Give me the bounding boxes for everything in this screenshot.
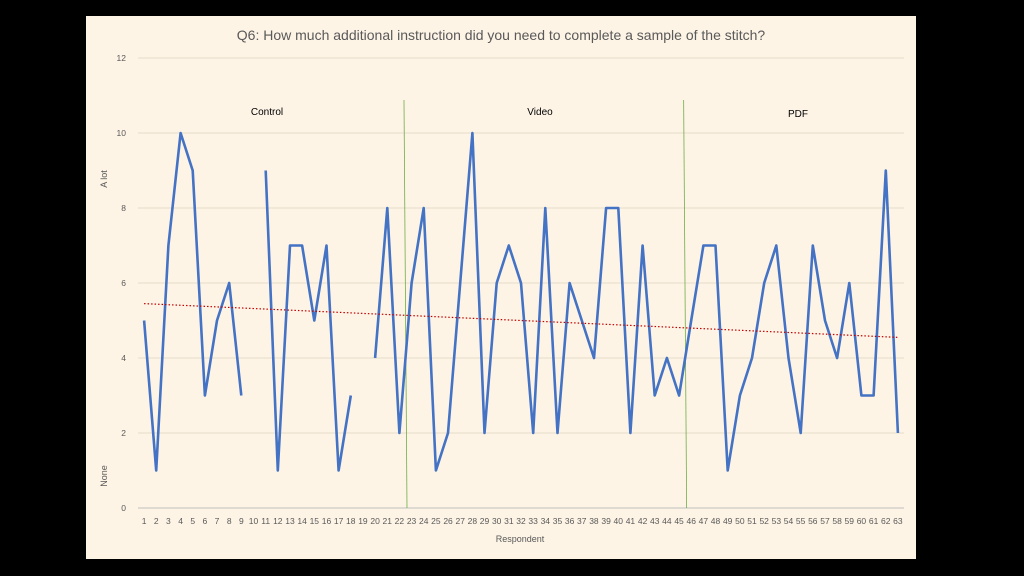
- gridlines: [138, 57, 904, 509]
- x-tick-label: 57: [820, 516, 830, 526]
- x-tick-labels: 1 2 3 4 5 6 7 8 9 10 11 12 13 14 15 16 17 18 19 20 21 22 23 24 2…: [142, 516, 903, 526]
- x-tick-label: 28: [468, 516, 478, 526]
- x-tick-label: 46: [686, 516, 696, 526]
- x-tick-label: 20: [370, 516, 380, 526]
- series-line: [142, 131, 243, 472]
- x-tick-label: 11: [261, 516, 270, 526]
- y-axis-label-top: A lot: [99, 170, 109, 188]
- x-tick-label: 55: [796, 516, 806, 526]
- group-dividers: [403, 99, 688, 509]
- x-tick-label: 32: [516, 516, 526, 526]
- series-line: [373, 131, 900, 472]
- x-tick-label: 13: [285, 516, 295, 526]
- x-tick-label: 37: [577, 516, 587, 526]
- x-tick-label: 18: [346, 516, 356, 526]
- x-tick-label: 53: [772, 516, 782, 526]
- y-axis-label-bottom: None: [99, 465, 109, 487]
- x-tick-label: 48: [711, 516, 721, 526]
- y-tick-label: 12: [117, 53, 127, 63]
- x-tick-label: 54: [784, 516, 794, 526]
- x-tick-label: 10: [249, 516, 259, 526]
- x-tick-label: 25: [431, 516, 441, 526]
- x-tick-label: 2: [154, 516, 159, 526]
- x-tick-label: 29: [480, 516, 490, 526]
- x-tick-label: 14: [297, 516, 307, 526]
- x-tick-label: 51: [747, 516, 757, 526]
- y-tick-label: 6: [121, 278, 126, 288]
- y-tick-label: 4: [121, 353, 126, 363]
- x-tick-label: 39: [601, 516, 611, 526]
- x-tick-label: 40: [614, 516, 624, 526]
- x-tick-label: 42: [638, 516, 648, 526]
- x-tick-label: 1: [142, 516, 147, 526]
- x-tick-label: 3: [166, 516, 171, 526]
- x-tick-label: 16: [322, 516, 332, 526]
- y-tick-label: 0: [121, 503, 126, 513]
- y-tick-labels: 0 2 4 6 8 10 12: [117, 53, 127, 513]
- x-tick-label: 35: [553, 516, 563, 526]
- x-tick-label: 9: [239, 516, 244, 526]
- x-tick-label: 58: [832, 516, 842, 526]
- x-tick-label: 19: [358, 516, 368, 526]
- series-lines: [142, 131, 900, 472]
- x-tick-label: 33: [528, 516, 538, 526]
- x-tick-label: 63: [893, 516, 903, 526]
- x-tick-label: 22: [395, 516, 405, 526]
- x-tick-label: 47: [699, 516, 709, 526]
- region-label-pdf: PDF: [788, 109, 808, 120]
- x-tick-label: 31: [504, 516, 514, 526]
- x-tick-label: 26: [443, 516, 453, 526]
- group-divider: [403, 99, 408, 509]
- x-tick-label: 7: [215, 516, 220, 526]
- chart-panel: 0 2 4 6 8 10 12 1 2 3 4 5 6 7 8 9 10 11 12 13 14 15 16 17 18 19 2…: [86, 16, 916, 559]
- x-tick-label: 41: [626, 516, 636, 526]
- x-tick-label: 36: [565, 516, 575, 526]
- y-tick-label: 8: [121, 203, 126, 213]
- x-tick-label: 17: [334, 516, 344, 526]
- x-tick-label: 56: [808, 516, 818, 526]
- region-label-video: Video: [527, 107, 553, 118]
- x-tick-label: 38: [589, 516, 599, 526]
- x-tick-label: 21: [383, 516, 393, 526]
- x-tick-label: 43: [650, 516, 660, 526]
- x-tick-label: 49: [723, 516, 733, 526]
- x-tick-label: 15: [310, 516, 320, 526]
- x-tick-label: 62: [881, 516, 891, 526]
- x-tick-label: 45: [674, 516, 684, 526]
- x-tick-label: 34: [541, 516, 551, 526]
- region-label-control: Control: [251, 107, 283, 118]
- x-tick-label: 60: [857, 516, 867, 526]
- x-tick-label: 23: [407, 516, 417, 526]
- x-tick-label: 50: [735, 516, 745, 526]
- x-tick-label: 5: [190, 516, 195, 526]
- x-tick-label: 44: [662, 516, 672, 526]
- x-tick-label: 24: [419, 516, 429, 526]
- y-tick-label: 2: [121, 428, 126, 438]
- series-line: [264, 170, 353, 472]
- x-tick-label: 12: [273, 516, 283, 526]
- x-axis-label: Respondent: [496, 534, 545, 544]
- x-tick-label: 6: [203, 516, 208, 526]
- x-tick-label: 59: [845, 516, 855, 526]
- y-tick-label: 10: [117, 128, 127, 138]
- x-tick-label: 4: [178, 516, 183, 526]
- x-tick-label: 52: [759, 516, 769, 526]
- group-divider: [683, 99, 688, 509]
- x-tick-label: 27: [455, 516, 465, 526]
- x-tick-label: 30: [492, 516, 502, 526]
- x-tick-label: 8: [227, 516, 232, 526]
- x-tick-label: 61: [869, 516, 879, 526]
- chart-title: Q6: How much additional instruction did …: [237, 27, 766, 43]
